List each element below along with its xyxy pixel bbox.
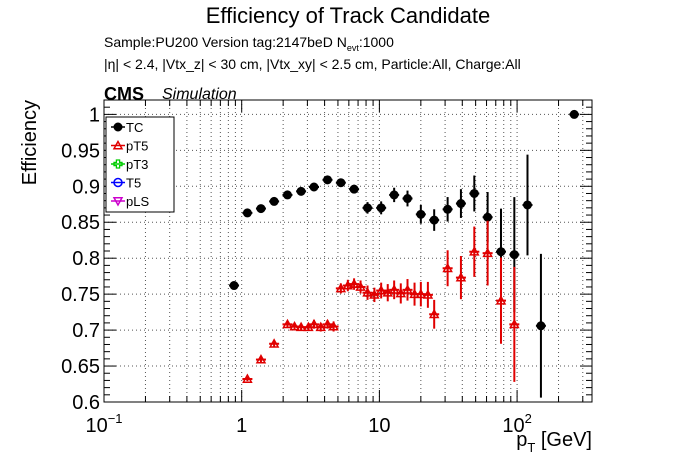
axis-labels: Efficiency pT [GeV]: [19, 100, 592, 455]
marker-pt5: [112, 139, 124, 150]
marker-pt5: [422, 289, 434, 299]
y-tick-label: 0.6: [72, 392, 100, 414]
marker-pt5: [442, 262, 453, 273]
legend-label-tc: TC: [126, 120, 143, 135]
x-axis-label: pT [GeV]: [516, 429, 592, 455]
y-tick-label: 0.9: [72, 176, 100, 198]
tick-marks: [103, 99, 592, 403]
marker-tc: [456, 199, 466, 209]
simulation-label: Simulation: [162, 86, 237, 103]
y-tick-label: 0.8: [72, 248, 100, 270]
marker-tc: [242, 208, 252, 218]
marker-pt5: [268, 338, 280, 348]
marker-pt5: [482, 247, 493, 258]
marker-pt5: [348, 278, 360, 289]
marker-tc: [483, 212, 493, 222]
marker-pt5: [362, 287, 373, 297]
series-pt5: [242, 220, 520, 383]
marker-pt5: [495, 295, 507, 305]
marker-pt5: [295, 321, 307, 332]
marker-pt5: [328, 320, 339, 331]
marker-tc: [336, 178, 346, 188]
marker-pt5: [335, 282, 347, 293]
marker-pt5: [282, 318, 293, 329]
x-tick-label: 102: [502, 411, 531, 437]
plot-frame: [103, 99, 593, 403]
chart-subtitle-sample: Sample:PU200 Version tag:2147beD Nevt:10…: [104, 34, 394, 53]
marker-pt5: [388, 284, 400, 294]
y-tick-label: 0.65: [61, 356, 100, 378]
y-tick-label: 1: [89, 104, 100, 126]
marker-pt5: [415, 288, 427, 299]
legend: TC pT5 pT3 T5 pLS: [105, 116, 175, 213]
marker-tc: [256, 204, 266, 214]
marker-tc: [349, 184, 359, 194]
marker-tc: [569, 109, 579, 119]
subtitle-sample-text: Sample:PU200 Version tag:2147beD N: [104, 34, 347, 50]
subtitle-nevt-subscript: evt: [346, 42, 359, 53]
marker-pls: [112, 197, 124, 207]
grid-lines: [104, 100, 592, 402]
subtitle-nevt-value: :1000: [358, 34, 394, 50]
marker-pt3: [113, 159, 123, 169]
marker-tc: [389, 190, 399, 200]
x-tick-label: 10−1: [85, 411, 122, 437]
marker-pt5: [322, 318, 333, 329]
y-tick-label: 0.85: [61, 212, 100, 234]
marker-pt5: [289, 320, 300, 331]
y-tick-label: 0.75: [61, 284, 100, 306]
legend-label-pt5: pT5: [126, 139, 148, 154]
y-axis-label: Efficiency: [19, 100, 41, 185]
marker-tc: [416, 209, 426, 219]
series-tc: [229, 109, 580, 398]
y-tick-label: 0.7: [72, 320, 100, 342]
marker-pt5: [455, 272, 467, 282]
marker-tc: [509, 250, 519, 260]
marker-tc: [113, 122, 123, 132]
marker-pt5: [402, 284, 413, 294]
marker-pt5: [375, 285, 387, 295]
marker-tc: [376, 203, 386, 213]
tick-labels: 10−1 1 10 102 0.6 0.65 0.7 0.75 0.8 0.85 0.9 0.95 1: [61, 104, 532, 437]
x-tick-label: 1: [236, 415, 247, 437]
marker-tc: [429, 215, 439, 225]
marker-tc: [496, 247, 506, 257]
marker-pt5: [315, 321, 327, 332]
chart-subtitle-cuts: |η| < 2.4, |Vtx_z| < 30 cm, |Vtx_xy| < 2…: [104, 56, 521, 72]
marker-tc: [229, 281, 239, 291]
marker-pt5: [308, 318, 320, 329]
legend-label-t5: T5: [126, 176, 141, 191]
marker-t5: [113, 177, 123, 188]
marker-tc: [522, 200, 532, 210]
legend-label-pls: pLS: [126, 194, 149, 209]
data-markers: [229, 109, 580, 398]
marker-pt5: [428, 308, 440, 319]
marker-pt5: [355, 281, 366, 291]
marker-pt5: [255, 354, 267, 364]
marker-tc: [402, 194, 412, 204]
marker-pt5: [469, 246, 480, 256]
marker-tc: [309, 182, 319, 192]
marker-tc: [323, 175, 333, 185]
axes: [103, 99, 593, 403]
marker-tc: [443, 204, 453, 214]
marker-tc: [469, 188, 479, 198]
y-tick-label: 0.95: [61, 140, 100, 162]
marker-pt5: [242, 373, 253, 383]
legend-label-pt3: pT3: [126, 157, 148, 172]
marker-tc: [536, 321, 546, 331]
marker-tc: [363, 203, 373, 213]
marker-pt5: [509, 318, 520, 329]
marker-tc: [269, 196, 279, 206]
x-tick-label: 10: [368, 415, 390, 437]
marker-tc: [296, 186, 306, 196]
chart-title: Efficiency of Track Candidate: [205, 3, 491, 28]
cms-label: CMS: [104, 84, 144, 104]
marker-tc: [282, 190, 292, 200]
marker-pt5: [342, 279, 354, 290]
